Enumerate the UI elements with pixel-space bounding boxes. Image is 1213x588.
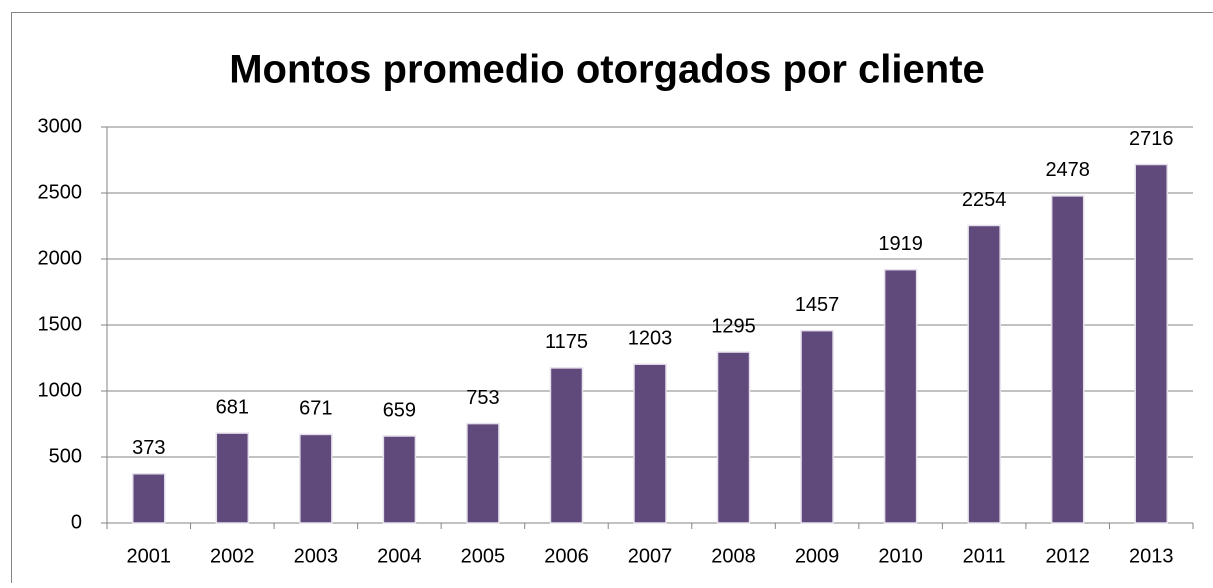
bar — [968, 225, 1000, 523]
x-tick-label: 2007 — [628, 545, 673, 567]
x-tick-label: 2009 — [795, 545, 840, 567]
data-label: 2716 — [1129, 128, 1174, 150]
x-tick-label: 2010 — [878, 545, 923, 567]
bar — [801, 331, 833, 523]
x-tick-label: 2011 — [963, 545, 1006, 567]
bar — [216, 433, 248, 523]
y-tick-label: 1500 — [38, 313, 83, 335]
bar — [550, 368, 582, 523]
y-tick-label: 500 — [49, 445, 82, 467]
y-tick-label: 1000 — [38, 379, 83, 401]
data-label: 2254 — [962, 189, 1007, 211]
data-label: 373 — [132, 437, 165, 459]
bar — [383, 436, 415, 523]
bar — [133, 474, 165, 523]
x-tick-label: 2001 — [127, 545, 172, 567]
data-label: 1203 — [628, 327, 673, 349]
x-tick-label: 2013 — [1129, 545, 1174, 567]
bar — [718, 352, 750, 523]
y-tick-label: 3000 — [38, 115, 83, 137]
bar — [1135, 164, 1167, 523]
data-label: 1919 — [878, 233, 923, 255]
bar — [467, 424, 499, 523]
y-tick-label: 0 — [71, 511, 82, 533]
y-tick-label: 2000 — [38, 247, 83, 269]
y-tick-label: 2500 — [38, 181, 83, 203]
chart-title: Montos promedio otorgados por cliente — [229, 48, 985, 92]
x-tick-label: 2003 — [294, 545, 339, 567]
data-label: 681 — [216, 396, 249, 418]
x-tick-label: 2006 — [544, 545, 589, 567]
x-tick-label: 2005 — [461, 545, 506, 567]
data-label: 753 — [466, 387, 499, 409]
x-tick-label: 2002 — [210, 545, 255, 567]
data-label: 2478 — [1045, 159, 1090, 181]
x-tick-label: 2012 — [1045, 545, 1090, 567]
x-tick-label: 2008 — [711, 545, 756, 567]
chart-frame — [12, 13, 1213, 584]
x-tick-label: 2004 — [377, 545, 422, 567]
bar — [300, 434, 332, 523]
data-label: 671 — [299, 398, 332, 420]
data-label: 659 — [383, 399, 416, 421]
data-label: 1295 — [711, 315, 756, 337]
bar — [634, 364, 666, 523]
bar — [885, 270, 917, 523]
data-label: 1457 — [795, 294, 840, 316]
bar — [1052, 196, 1084, 523]
data-label: 1175 — [545, 331, 588, 353]
